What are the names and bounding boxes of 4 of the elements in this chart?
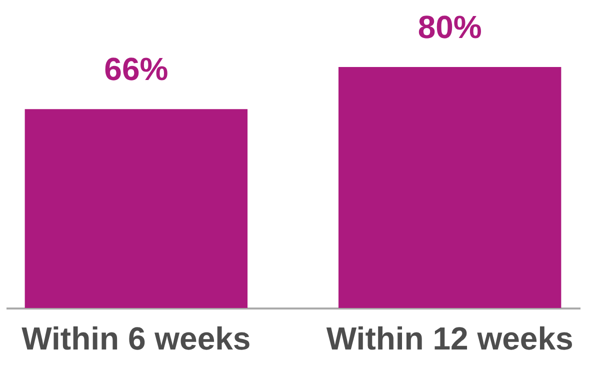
data-label: 80% (418, 9, 482, 45)
x-tick-label: Within 12 weeks (326, 320, 574, 356)
data-label: 66% (104, 51, 168, 88)
x-tick-label: Within 6 weeks (22, 320, 251, 356)
